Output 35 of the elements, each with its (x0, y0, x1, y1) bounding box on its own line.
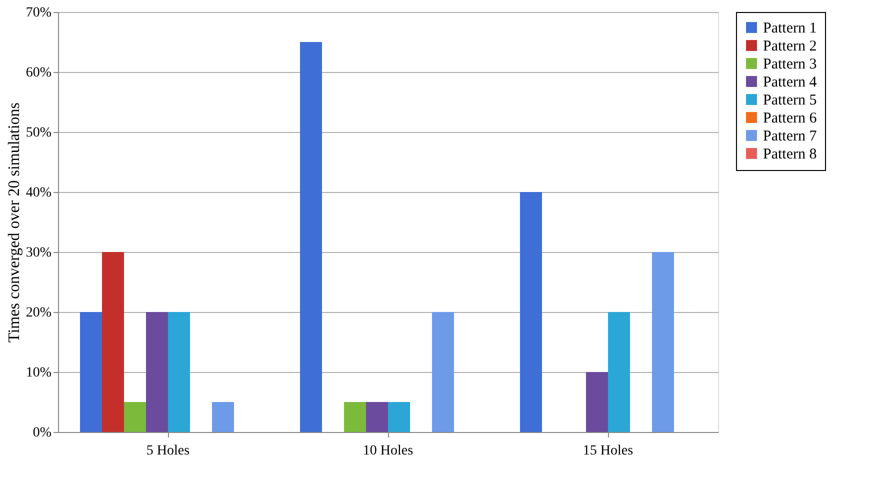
bar (388, 402, 410, 432)
y-axis-title: Times converged over 20 simulations (6, 102, 23, 342)
legend-label: Pattern 2 (763, 38, 817, 54)
bar (520, 192, 542, 432)
x-tick-label: 10 Holes (362, 444, 414, 458)
y-tick-label: 30% (26, 246, 52, 260)
x-tick-label: 5 Holes (146, 444, 190, 458)
bar (80, 312, 102, 432)
x-tick-label: 15 Holes (582, 444, 634, 458)
bar (168, 312, 190, 432)
bar (344, 402, 366, 432)
y-tick-label: 0% (32, 426, 52, 440)
bar (212, 402, 234, 432)
bar (652, 252, 674, 432)
legend-label: Pattern 7 (763, 128, 818, 144)
bar (146, 312, 168, 432)
y-tick-label: 40% (26, 186, 52, 200)
bar (432, 312, 454, 432)
legend-label: Pattern 1 (763, 20, 817, 36)
bar (124, 402, 146, 432)
legend-label: Pattern 6 (763, 110, 818, 126)
bar (366, 402, 388, 432)
bar (608, 312, 630, 432)
bar (586, 372, 608, 432)
y-tick-label: 60% (26, 66, 52, 80)
y-tick-label: 10% (26, 366, 52, 380)
bar (102, 252, 124, 432)
legend-label: Pattern 3 (763, 56, 817, 72)
bar (300, 42, 322, 432)
y-tick-label: 50% (26, 126, 52, 140)
y-tick-label: 20% (26, 306, 52, 320)
legend-label: Pattern 5 (763, 92, 817, 108)
legend-label: Pattern 4 (763, 74, 818, 90)
legend-label: Pattern 8 (763, 146, 817, 162)
y-tick-label: 70% (26, 6, 52, 20)
